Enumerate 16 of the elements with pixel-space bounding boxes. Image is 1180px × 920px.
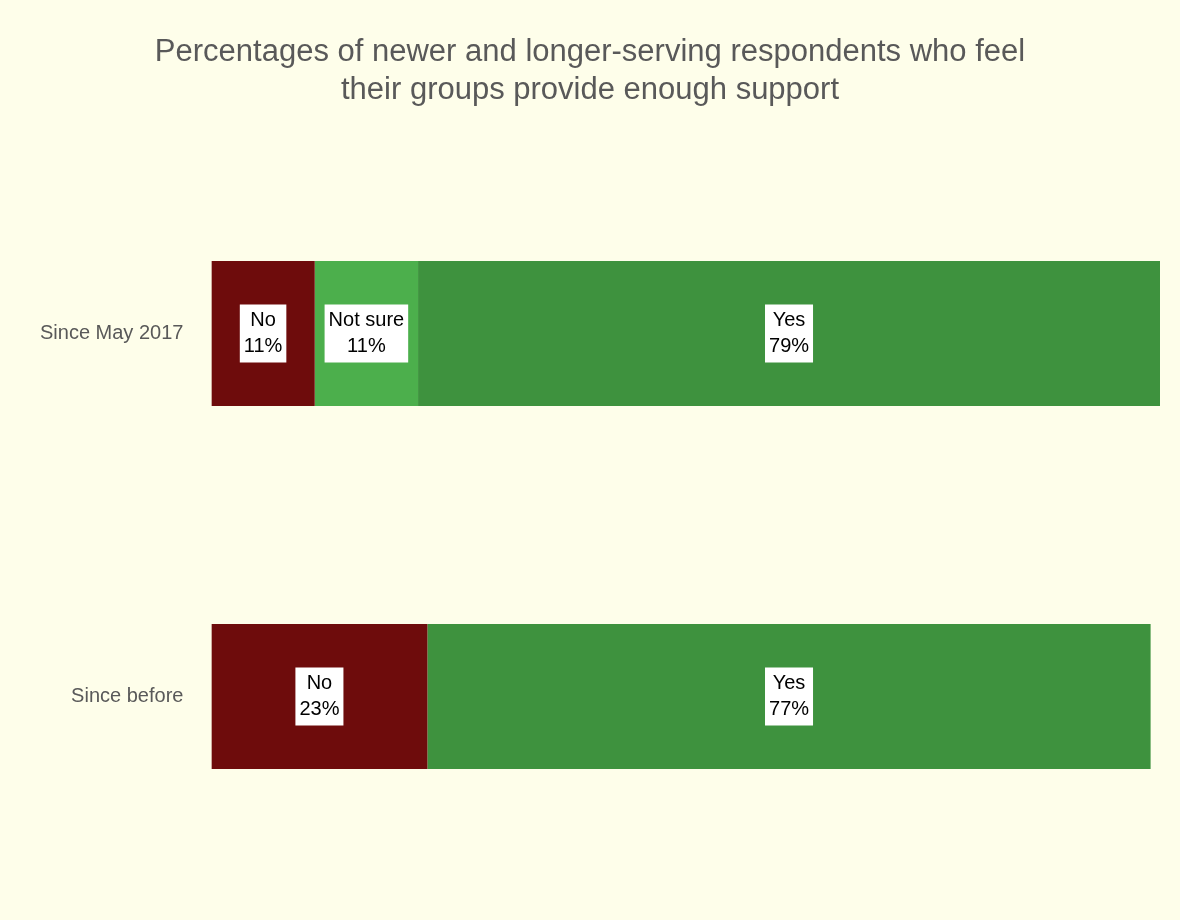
data-label: 11% — [243, 334, 283, 357]
text: No — [306, 671, 333, 694]
data-label: 23% — [299, 697, 340, 720]
y-tick-label: Since before — [71, 684, 184, 707]
text: Yes — [772, 671, 806, 694]
bar — [427, 623, 1151, 770]
data-label: 77% — [769, 697, 810, 720]
data-label: 11% — [347, 334, 386, 357]
data-label: 79% — [769, 334, 810, 357]
series-label: No — [250, 308, 276, 331]
series-label: Not sure — [328, 308, 405, 331]
bar — [211, 623, 428, 770]
series-label: Yes — [772, 308, 806, 331]
chart-title: Percentages of newer and longer-serving respondents who feel their groups provide enough support — [153, 32, 1027, 108]
bar — [418, 260, 1160, 407]
y-tick-label: Since May 2017 — [40, 321, 184, 344]
